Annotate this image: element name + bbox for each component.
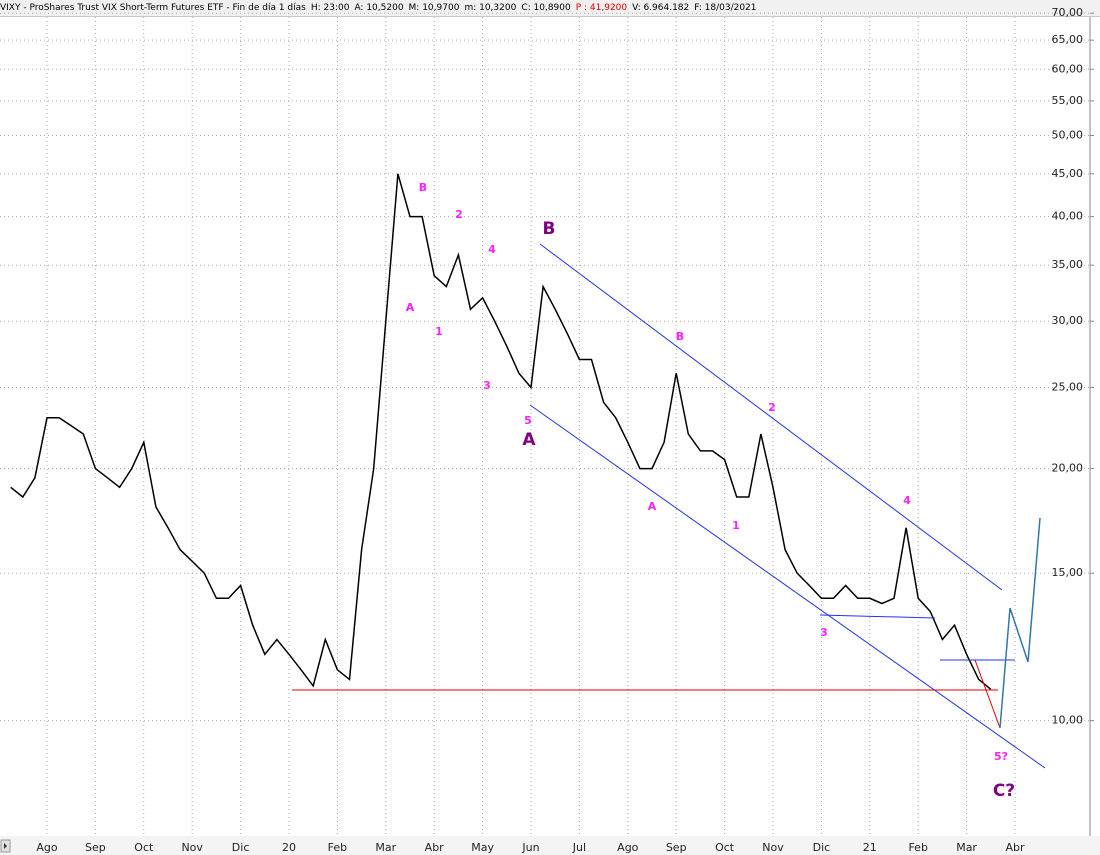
y-tick-label: 40,00 xyxy=(1052,210,1084,223)
x-tick-label: Feb xyxy=(908,841,927,854)
stat: C: 10,8900 xyxy=(521,3,571,13)
stat: F: 18/03/2021 xyxy=(694,3,757,13)
header-title: VIXY - ProShares Trust VIX Short-Term Fu… xyxy=(0,3,306,13)
x-tick-label: Jul xyxy=(572,841,586,854)
projection-blue xyxy=(999,517,1041,729)
wave-label: 4 xyxy=(903,494,911,507)
stat: P : 41,9200 xyxy=(575,3,628,13)
x-tick-label: Feb xyxy=(328,841,347,854)
y-tick-label: 65,00 xyxy=(1052,33,1084,46)
wave-label: B xyxy=(419,181,427,194)
channel-upper xyxy=(539,243,1003,591)
wave-label: 5? xyxy=(994,750,1008,763)
wave-label: 3 xyxy=(820,626,828,639)
y-tick-label: 55,00 xyxy=(1052,94,1084,107)
wave-label: A xyxy=(406,301,415,314)
channel-lower xyxy=(529,404,1046,769)
stat: m: 10,3200 xyxy=(464,3,517,13)
y-tick-label: 60,00 xyxy=(1052,62,1084,75)
wave-label: 4 xyxy=(488,243,496,256)
wave-label: 2 xyxy=(455,208,463,221)
x-axis-strip xyxy=(0,836,1100,855)
x-tick-label: 20 xyxy=(282,841,296,854)
x-tick-label: Sep xyxy=(85,841,106,854)
y-tick-label: 35,00 xyxy=(1052,258,1084,271)
stat: H: 23:00 xyxy=(310,3,350,13)
x-tick-label: Abr xyxy=(425,841,445,854)
wave-label-major: B xyxy=(543,219,556,239)
x-tick-label: Mar xyxy=(956,841,977,854)
x-tick-label: Ago xyxy=(36,841,58,854)
wave-label: 2 xyxy=(768,401,776,414)
x-tick-label: Oct xyxy=(715,841,735,854)
wave-label: A xyxy=(648,500,657,513)
x-tick-label: Abr xyxy=(1005,841,1025,854)
stat: A: 10,5200 xyxy=(354,3,404,13)
support-line xyxy=(819,614,936,619)
x-tick-label: Jun xyxy=(521,841,539,854)
y-tick-label: 25,00 xyxy=(1052,381,1084,394)
x-tick-label: 21 xyxy=(863,841,877,854)
drawings xyxy=(292,243,1046,769)
y-tick-label: 70,00 xyxy=(1052,6,1084,19)
y-tick-label: 20,00 xyxy=(1052,462,1084,475)
y-tick-label: 30,00 xyxy=(1052,314,1084,327)
x-tick-label: Mar xyxy=(375,841,396,854)
projection-red xyxy=(974,659,1001,729)
x-tick-label: Nov xyxy=(181,841,203,854)
x-tick-label: Ago xyxy=(617,841,639,854)
price-line xyxy=(10,173,992,690)
stat: M: 10,9700 xyxy=(408,3,460,13)
wave-label-major: A xyxy=(522,430,536,450)
y-tick-label: 50,00 xyxy=(1052,129,1084,142)
y-tick-label: 45,00 xyxy=(1052,167,1084,180)
wave-label: B xyxy=(676,330,684,343)
wave-label: 5 xyxy=(524,414,532,427)
scroll-arrow xyxy=(4,843,7,849)
x-tick-label: Dic xyxy=(232,841,250,854)
x-tick-label: May xyxy=(471,841,494,854)
wave-label-major: C? xyxy=(993,781,1015,801)
wave-label: 1 xyxy=(732,519,740,532)
y-tick-label: 15,00 xyxy=(1052,566,1084,579)
stat: V: 6.964.182 xyxy=(632,3,690,13)
wave-label: 1 xyxy=(435,325,443,338)
x-tick-label: Nov xyxy=(762,841,784,854)
wave-label: 3 xyxy=(483,379,491,392)
y-tick-label: 10,00 xyxy=(1052,714,1084,727)
x-tick-label: Oct xyxy=(134,841,154,854)
x-tick-label: Dic xyxy=(813,841,831,854)
x-tick-label: Sep xyxy=(666,841,687,854)
